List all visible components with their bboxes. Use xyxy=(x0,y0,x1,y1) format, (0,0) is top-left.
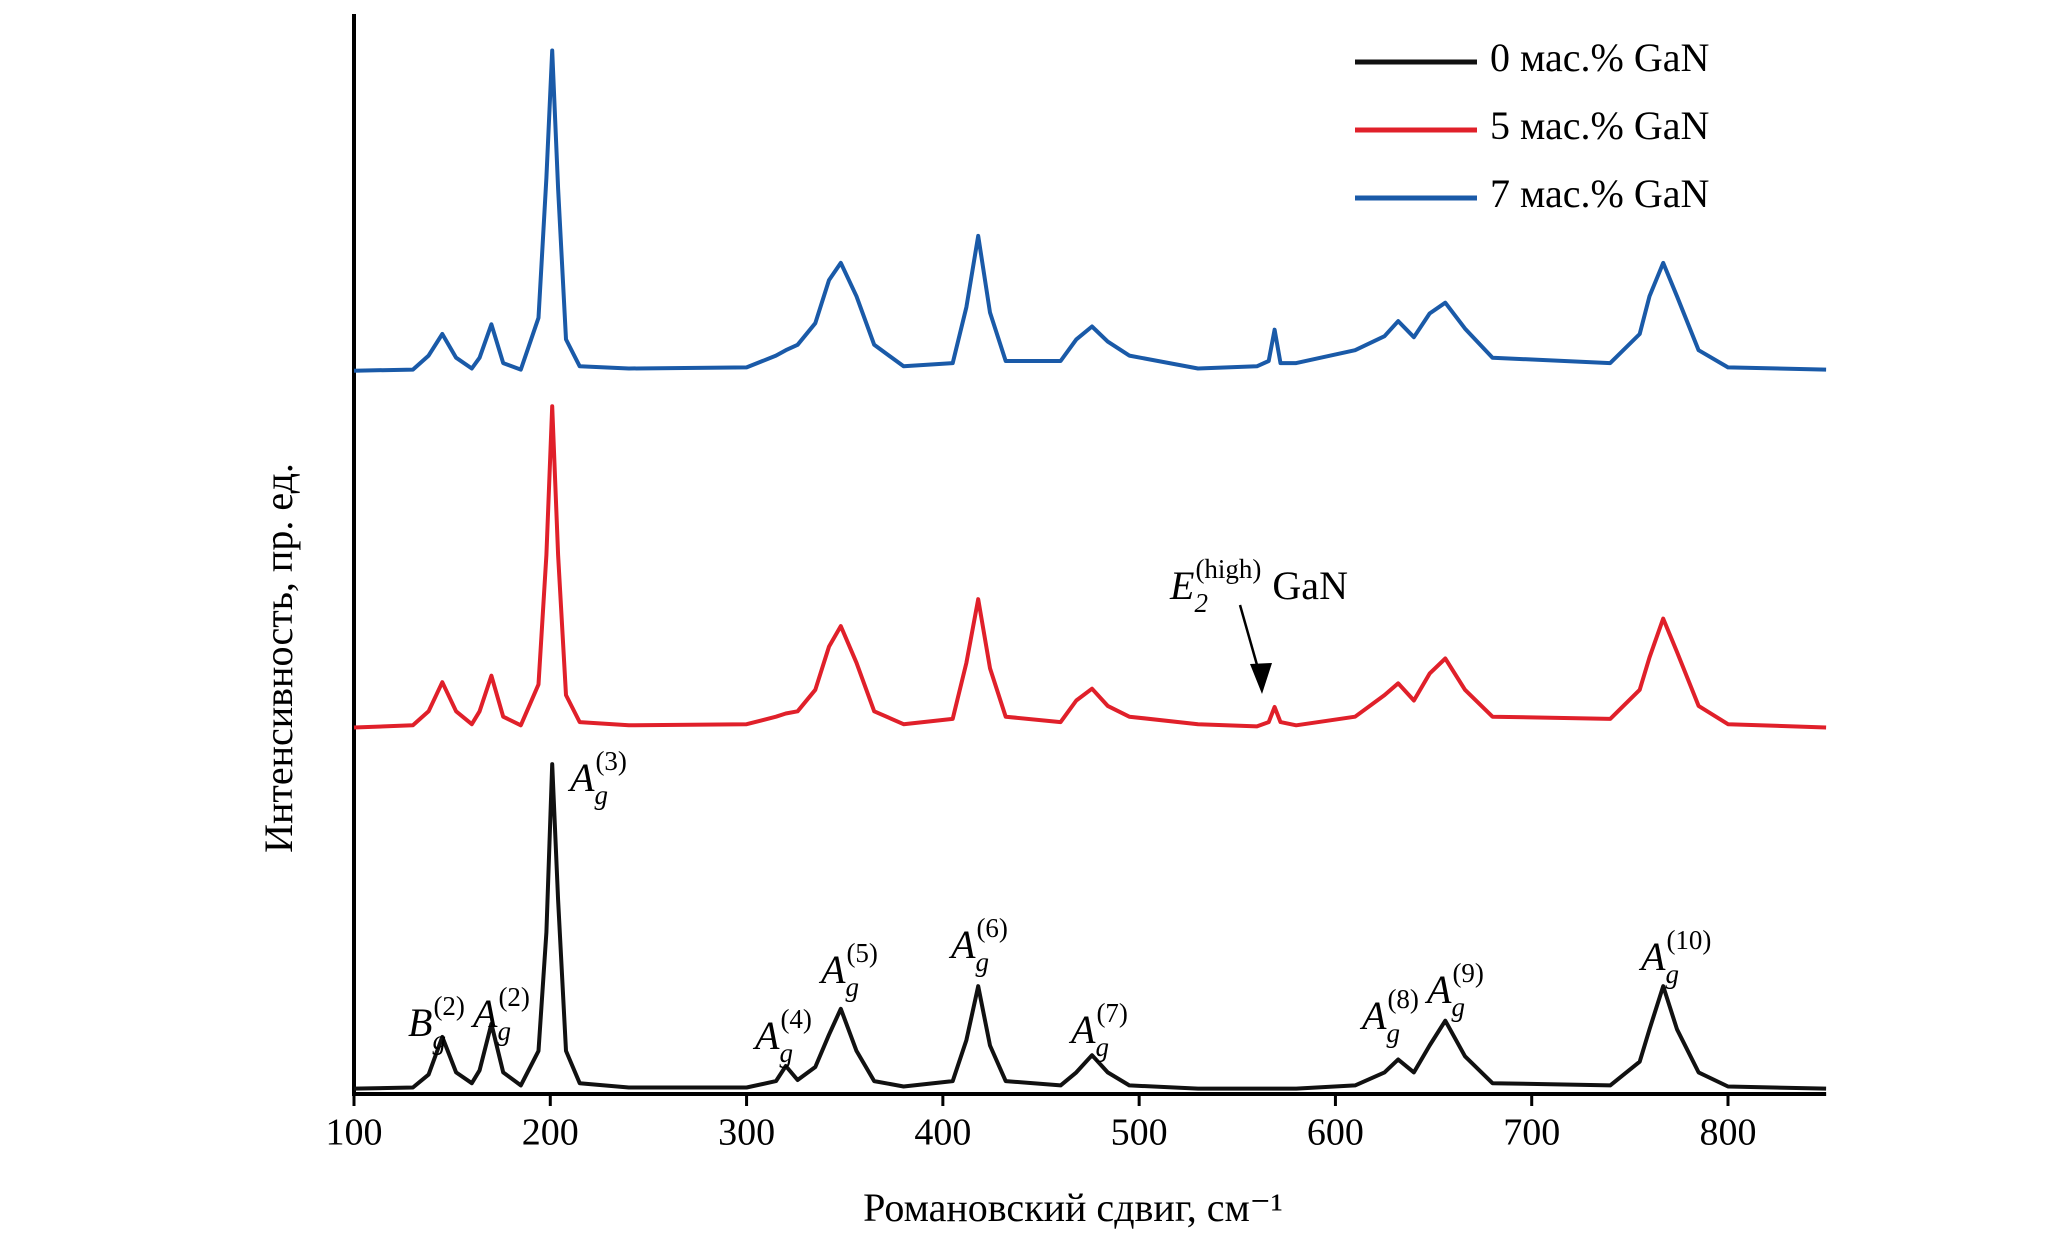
legend-label: 0 мас.% GaN xyxy=(1490,35,1709,80)
annotation-base: A xyxy=(948,922,976,967)
annotation-sup: (8) xyxy=(1387,984,1418,1014)
annotation-sub: g xyxy=(1665,959,1679,989)
legend-label: 7 мас.% GaN xyxy=(1490,171,1709,216)
annotation-sup: (3) xyxy=(595,746,626,776)
legend-label: 5 мас.% GaN xyxy=(1490,103,1709,148)
annotation-sub: g xyxy=(594,780,608,810)
annotation-sub: g xyxy=(497,1016,511,1046)
annotation-base: A xyxy=(470,991,498,1036)
annotation-arrow xyxy=(1238,604,1261,673)
annotation-sub: g xyxy=(779,1038,793,1068)
arrow-head xyxy=(1250,663,1272,694)
annotation-base: A xyxy=(752,1013,780,1058)
annotation-text: GaN xyxy=(1272,563,1348,608)
annotation-sup: (2) xyxy=(498,982,529,1012)
annotation-sup: (7) xyxy=(1096,998,1127,1028)
x-axis-label: Романовский сдвиг, см⁻¹ xyxy=(863,1185,1283,1230)
annotation-sub: g xyxy=(975,947,989,977)
annotation-sub: g xyxy=(1095,1032,1109,1062)
annotation-base: A xyxy=(1424,967,1452,1012)
x-tick-label: 800 xyxy=(1700,1112,1757,1154)
x-tick-label: 600 xyxy=(1307,1112,1364,1154)
annotation-sup: (high) xyxy=(1195,554,1261,584)
annotation-sup: (10) xyxy=(1666,925,1711,955)
x-tick-label: 200 xyxy=(522,1112,579,1154)
annotation-sub: g xyxy=(432,1025,446,1055)
series-line xyxy=(353,48,1827,373)
annotation-base: A xyxy=(1359,993,1387,1038)
annotation-sup: (9) xyxy=(1452,958,1483,988)
annotation-sup: (5) xyxy=(846,938,877,968)
annotation-base: A xyxy=(818,947,846,992)
x-tick-label: 100 xyxy=(326,1112,383,1154)
annotation-sup: (6) xyxy=(976,913,1007,943)
x-tick-label: 400 xyxy=(914,1112,971,1154)
annotation-base: A xyxy=(1638,934,1666,979)
annotation-sub: g xyxy=(1451,992,1465,1022)
annotation-base: B xyxy=(408,1000,432,1045)
annotation-base: A xyxy=(1068,1007,1096,1052)
y-axis-label: Интенсивность, пр. ед. xyxy=(256,463,301,853)
annotation-base: E xyxy=(1169,563,1194,608)
series-line xyxy=(353,404,1827,730)
x-tick-label: 500 xyxy=(1111,1112,1168,1154)
annotation-sub: 2 xyxy=(1194,588,1208,618)
annotation-sub: g xyxy=(1386,1018,1400,1048)
annotation-sub: g xyxy=(845,972,859,1002)
x-tick-label: 700 xyxy=(1503,1112,1560,1154)
series-line xyxy=(353,762,1827,1091)
annotation-sup: (4) xyxy=(780,1004,811,1034)
x-tick-label: 300 xyxy=(718,1112,775,1154)
annotation-base: A xyxy=(567,755,595,800)
annotation-sup: (2) xyxy=(433,991,464,1021)
